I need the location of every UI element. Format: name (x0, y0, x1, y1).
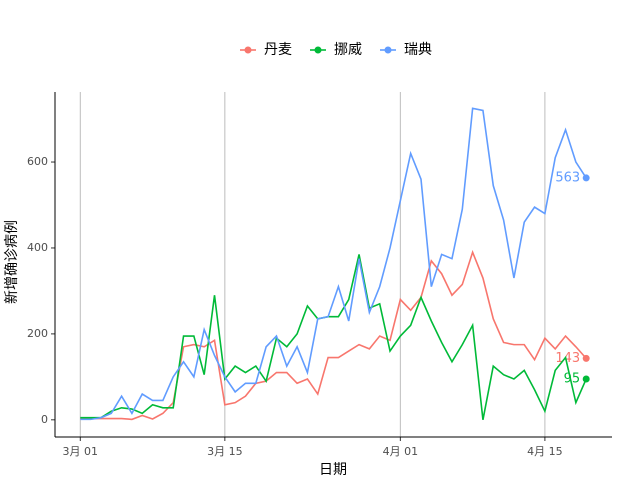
x-axis-label: 日期 (319, 462, 347, 478)
legend-point (384, 46, 392, 54)
y-tick-label: 0 (41, 413, 48, 426)
series-line (80, 254, 587, 420)
x-tick-label: 3月 15 (207, 445, 243, 458)
end-label: 563 (555, 170, 580, 185)
x-tick-label: 4月 01 (383, 445, 419, 458)
legend-point (314, 46, 322, 54)
end-point (582, 354, 590, 362)
y-axis-label: 新增确诊病例 (4, 220, 20, 304)
series-line (80, 249, 587, 421)
legend-label: 瑞典 (404, 42, 432, 58)
y-tick-label: 400 (27, 241, 48, 254)
end-point (582, 375, 590, 383)
end-point (582, 174, 590, 182)
end-label: 143 (555, 351, 580, 366)
legend-label: 丹麦 (264, 42, 292, 58)
y-tick-label: 600 (27, 155, 48, 168)
x-tick-label: 3月 01 (63, 445, 99, 458)
legend-point (244, 46, 252, 54)
end-label: 95 (564, 371, 581, 386)
legend-label: 挪威 (334, 42, 362, 58)
series-line (80, 107, 587, 421)
y-tick-label: 200 (27, 327, 48, 340)
x-tick-label: 4月 15 (527, 445, 563, 458)
